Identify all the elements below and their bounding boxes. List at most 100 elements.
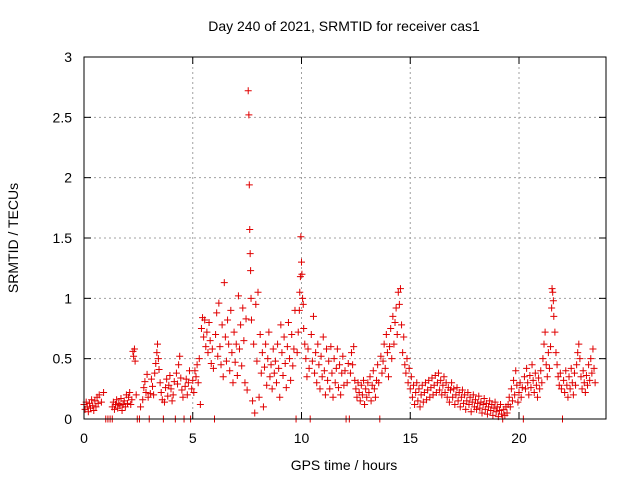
- data-point: [281, 359, 289, 367]
- data-point: [560, 376, 568, 384]
- data-point: [252, 300, 260, 308]
- data-point: [393, 331, 401, 339]
- data-point: [88, 396, 96, 404]
- data-point: [168, 397, 176, 405]
- data-point: [394, 288, 402, 296]
- data-point: [324, 376, 332, 384]
- data-point: [491, 398, 499, 406]
- data-point: [515, 388, 523, 396]
- data-point: [581, 388, 589, 396]
- data-point: [147, 375, 155, 383]
- data-point: [352, 385, 360, 393]
- data-point: [154, 340, 162, 348]
- data-point: [554, 373, 562, 381]
- data-point: [214, 352, 222, 360]
- data-point: [463, 397, 471, 405]
- data-point: [265, 328, 273, 336]
- data-point: [267, 361, 275, 369]
- data-point: [195, 355, 203, 363]
- data-point: [247, 316, 255, 324]
- data-point: [298, 258, 305, 266]
- data-point: [303, 373, 311, 381]
- data-point: [247, 294, 255, 302]
- data-point: [172, 369, 180, 377]
- data-point: [302, 355, 310, 363]
- data-point: [557, 385, 565, 393]
- data-point: [282, 384, 290, 392]
- data-point: [304, 345, 312, 353]
- data-point: [450, 385, 458, 393]
- data-point: [479, 401, 487, 409]
- data-point: [247, 267, 255, 275]
- data-point: [454, 397, 462, 405]
- data-point: [206, 337, 214, 345]
- data-point: [403, 355, 411, 363]
- data-point: [511, 391, 519, 399]
- data-point: [503, 409, 511, 417]
- data-point: [408, 393, 416, 401]
- data-point: [258, 349, 266, 357]
- data-point: [510, 376, 518, 384]
- data-point: [569, 391, 577, 399]
- data-point: [528, 361, 536, 369]
- data-point: [276, 393, 284, 401]
- data-point: [544, 349, 552, 357]
- data-point: [178, 386, 186, 394]
- data-point: [259, 403, 267, 411]
- data-point: [307, 331, 315, 339]
- x-tick-label: 0: [80, 430, 88, 446]
- data-point: [331, 379, 339, 387]
- data-point: [512, 367, 520, 375]
- data-point: [437, 376, 445, 384]
- data-point: [243, 386, 251, 394]
- data-point: [539, 355, 547, 363]
- data-point: [472, 396, 479, 404]
- data-point: [228, 349, 236, 357]
- data-point: [151, 369, 159, 377]
- data-point: [163, 375, 171, 383]
- data-point: [299, 294, 307, 302]
- data-point: [368, 381, 376, 389]
- data-point: [139, 396, 147, 404]
- data-point: [126, 388, 134, 396]
- data-point: [587, 355, 595, 363]
- data-point: [396, 285, 404, 293]
- data-point: [242, 315, 250, 323]
- data-point: [375, 379, 383, 387]
- data-point: [573, 361, 581, 369]
- chart-title: Day 240 of 2021, SRMTID for receiver cas…: [208, 18, 480, 34]
- data-point: [208, 345, 216, 353]
- data-point: [456, 403, 464, 411]
- data-point: [193, 361, 201, 369]
- data-point: [293, 349, 301, 357]
- data-point: [545, 364, 553, 372]
- data-point: [498, 410, 506, 418]
- data-point: [299, 300, 307, 308]
- data-point: [379, 357, 387, 365]
- data-point: [294, 328, 302, 336]
- data-point: [190, 388, 198, 396]
- data-point: [220, 279, 228, 287]
- data-point: [246, 250, 254, 258]
- data-point: [217, 361, 225, 369]
- data-point: [315, 361, 323, 369]
- data-point: [143, 370, 151, 378]
- data-point: [221, 333, 229, 341]
- data-point: [507, 385, 515, 393]
- data-point: [474, 399, 482, 407]
- data-point: [118, 407, 126, 415]
- x-tick-labels: 0 5 10 15 20: [80, 430, 527, 446]
- data-point: [458, 386, 466, 394]
- data-point: [549, 297, 557, 305]
- data-point: [278, 349, 286, 357]
- data-point: [398, 321, 406, 329]
- data-point: [296, 288, 304, 296]
- data-point: [533, 393, 541, 401]
- data-point: [362, 385, 370, 393]
- data-point: [97, 398, 105, 406]
- data-point: [402, 369, 410, 377]
- data-point: [191, 367, 199, 375]
- data-point: [268, 385, 276, 393]
- data-point: [316, 385, 324, 393]
